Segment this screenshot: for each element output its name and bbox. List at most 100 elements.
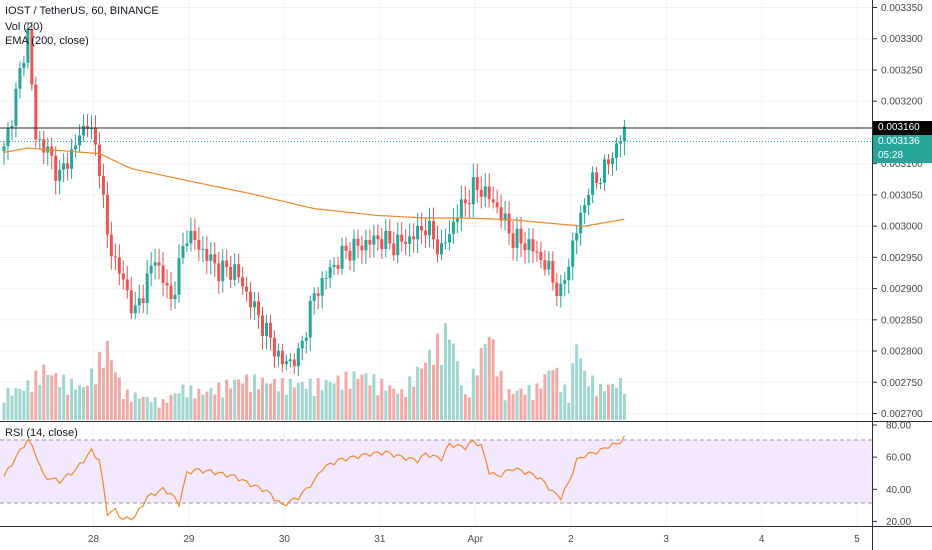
candle-body bbox=[237, 264, 241, 278]
time-axis-label: 31 bbox=[374, 534, 386, 545]
volume-bar bbox=[133, 392, 137, 420]
volume-bar bbox=[165, 402, 169, 420]
volume-bar bbox=[117, 377, 121, 420]
candle-body bbox=[503, 213, 507, 221]
candle-body bbox=[54, 155, 58, 181]
candle-body bbox=[404, 241, 408, 244]
volume-bar bbox=[475, 375, 479, 420]
candle-body bbox=[559, 283, 563, 296]
candle-body bbox=[352, 238, 356, 261]
candle-body bbox=[189, 230, 193, 244]
candle-body bbox=[324, 277, 328, 279]
candle-body bbox=[245, 286, 249, 292]
candle-body bbox=[408, 236, 412, 244]
candle-body bbox=[50, 146, 54, 156]
volume-bar bbox=[376, 395, 380, 420]
candle-body bbox=[292, 359, 296, 367]
volume-bar bbox=[539, 388, 543, 420]
candle-body bbox=[364, 239, 368, 251]
volume-bar bbox=[523, 394, 527, 420]
volume-bar bbox=[229, 388, 233, 420]
price-axis-label: 0.003200 bbox=[881, 97, 923, 108]
volume-bar bbox=[599, 383, 603, 420]
candle-body bbox=[372, 235, 376, 245]
volume-legend[interactable]: Vol (20) bbox=[5, 21, 43, 33]
price-axis-labels[interactable]: 0.003350 0.003300 0.003250 0.003200 0.003100… bbox=[873, 3, 923, 420]
volume-bar bbox=[583, 370, 587, 420]
volume-bar bbox=[280, 378, 284, 420]
volume-bar bbox=[364, 373, 368, 420]
candle-body bbox=[344, 245, 348, 251]
candle-body bbox=[348, 250, 352, 261]
candle-body bbox=[153, 262, 157, 266]
candle-body bbox=[10, 125, 14, 128]
volume-bar bbox=[412, 386, 416, 420]
candle-body bbox=[396, 234, 400, 256]
volume-bar bbox=[38, 384, 42, 420]
volume-bar bbox=[543, 374, 547, 420]
candle-body bbox=[233, 264, 237, 280]
volume-bar bbox=[225, 379, 229, 420]
candle-body bbox=[58, 169, 62, 181]
volume-bar bbox=[471, 368, 475, 420]
candle-body bbox=[276, 350, 280, 357]
volume-bar bbox=[618, 377, 622, 420]
volume-bar bbox=[264, 383, 268, 420]
volume-bar bbox=[157, 407, 161, 420]
volume-bar bbox=[261, 377, 265, 420]
time-axis-labels[interactable]: 28 29 30 31 Apr 2 3 4 5 bbox=[88, 534, 860, 545]
price-axis-label: 0.002800 bbox=[881, 347, 923, 358]
volume-bar bbox=[109, 360, 113, 420]
volume-bar bbox=[396, 393, 400, 420]
volume-bar bbox=[26, 380, 30, 420]
candle-body bbox=[18, 68, 22, 89]
volume-bar bbox=[408, 376, 412, 420]
candle-body bbox=[109, 234, 113, 257]
candle-body bbox=[62, 163, 66, 170]
volume-bar bbox=[58, 387, 62, 420]
candlestick-series[interactable] bbox=[2, 21, 626, 377]
price-axis-label: 0.003250 bbox=[881, 65, 923, 76]
volume-bar bbox=[46, 374, 50, 420]
time-axis-label: Apr bbox=[468, 534, 484, 545]
candle-body bbox=[539, 252, 543, 261]
candle-body bbox=[2, 146, 6, 152]
candle-body bbox=[412, 236, 416, 240]
candle-body bbox=[185, 243, 189, 246]
volume-bar bbox=[555, 367, 559, 420]
candle-body bbox=[193, 230, 197, 240]
candle-body bbox=[205, 248, 209, 261]
candle-body bbox=[217, 263, 221, 282]
candle-body bbox=[316, 293, 320, 296]
candle-body bbox=[113, 256, 117, 258]
ema-legend[interactable]: EMA (200, close) bbox=[5, 35, 89, 47]
candle-body bbox=[42, 139, 46, 153]
candle-body bbox=[332, 264, 336, 268]
volume-bar bbox=[459, 385, 463, 420]
candle-body bbox=[229, 266, 233, 280]
volume-bar bbox=[447, 339, 451, 420]
volume-bar bbox=[463, 394, 467, 420]
volume-bar bbox=[503, 400, 507, 420]
candle-body bbox=[173, 294, 177, 300]
candle-body bbox=[428, 221, 432, 236]
candle-body bbox=[93, 127, 97, 145]
candle-body bbox=[610, 157, 614, 165]
volume-bar bbox=[54, 373, 58, 420]
candle-body bbox=[14, 88, 18, 126]
candle-body bbox=[614, 143, 618, 158]
volume-bar bbox=[268, 383, 272, 420]
volume-bar bbox=[145, 396, 149, 420]
candle-body bbox=[579, 212, 583, 234]
volume-bar bbox=[344, 371, 348, 420]
rsi-legend[interactable]: RSI (14, close) bbox=[5, 427, 78, 439]
candle-body bbox=[368, 239, 372, 245]
volume-bar bbox=[221, 397, 225, 420]
candle-body bbox=[249, 291, 253, 308]
volume-bar bbox=[535, 383, 539, 420]
symbol-legend[interactable]: IOST / TetherUS, 60, BINANCE bbox=[5, 5, 159, 17]
volume-bar bbox=[591, 375, 595, 420]
volume-bar bbox=[567, 402, 571, 420]
candle-body bbox=[547, 260, 551, 270]
